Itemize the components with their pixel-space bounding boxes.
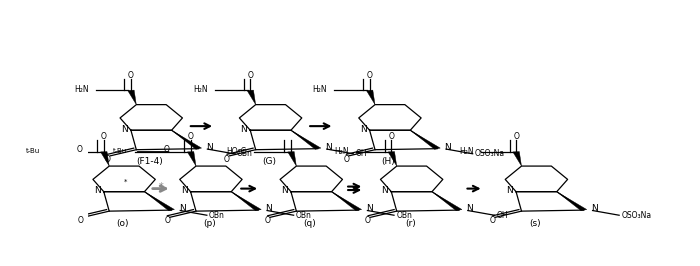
Text: N: N bbox=[360, 125, 367, 134]
Text: HO₂C: HO₂C bbox=[226, 147, 246, 156]
Text: O: O bbox=[104, 155, 111, 164]
Text: N: N bbox=[325, 143, 332, 152]
Text: N: N bbox=[366, 204, 372, 213]
Text: O: O bbox=[101, 132, 106, 141]
Text: (q): (q) bbox=[304, 219, 316, 228]
Text: N: N bbox=[444, 143, 452, 152]
Polygon shape bbox=[231, 192, 261, 211]
Polygon shape bbox=[188, 152, 196, 166]
Text: N: N bbox=[506, 186, 513, 195]
Text: OSO₃Na: OSO₃Na bbox=[475, 149, 505, 158]
Text: O: O bbox=[367, 71, 372, 80]
Polygon shape bbox=[247, 90, 256, 105]
Polygon shape bbox=[366, 90, 375, 105]
Text: O: O bbox=[365, 217, 371, 226]
Text: OBn: OBn bbox=[236, 149, 252, 158]
Text: N: N bbox=[178, 204, 186, 213]
Text: O: O bbox=[247, 71, 253, 80]
Text: O: O bbox=[128, 71, 134, 80]
Text: (H): (H) bbox=[382, 157, 395, 167]
Polygon shape bbox=[556, 192, 587, 211]
Text: t-Bu: t-Bu bbox=[26, 148, 41, 154]
Text: (G): (G) bbox=[262, 157, 276, 167]
Text: O: O bbox=[78, 217, 83, 226]
Text: N: N bbox=[466, 204, 473, 213]
Text: N: N bbox=[265, 204, 272, 213]
Polygon shape bbox=[432, 192, 462, 211]
Text: N: N bbox=[121, 125, 128, 134]
Text: H₂N: H₂N bbox=[459, 147, 474, 156]
Polygon shape bbox=[144, 192, 174, 211]
Text: t-Bu: t-Bu bbox=[113, 148, 127, 154]
Text: N: N bbox=[240, 125, 247, 134]
Polygon shape bbox=[101, 152, 109, 166]
Text: OBn: OBn bbox=[209, 211, 225, 220]
Text: H₂N: H₂N bbox=[313, 85, 328, 94]
Text: O: O bbox=[513, 132, 519, 141]
Text: (o): (o) bbox=[116, 219, 129, 228]
Text: *: * bbox=[159, 182, 163, 192]
Polygon shape bbox=[513, 152, 522, 166]
Text: N: N bbox=[382, 186, 388, 195]
Polygon shape bbox=[388, 152, 397, 166]
Polygon shape bbox=[291, 130, 321, 149]
Polygon shape bbox=[288, 152, 296, 166]
Text: N: N bbox=[591, 204, 598, 213]
Text: *: * bbox=[124, 178, 127, 184]
Text: N: N bbox=[281, 186, 288, 195]
Polygon shape bbox=[127, 90, 136, 105]
Text: (F1-4): (F1-4) bbox=[136, 157, 163, 167]
Text: (p): (p) bbox=[203, 219, 216, 228]
Text: N: N bbox=[206, 143, 213, 152]
Text: H₂N: H₂N bbox=[193, 85, 208, 94]
Text: O: O bbox=[265, 217, 270, 226]
Text: O: O bbox=[188, 132, 193, 141]
Text: H₂N: H₂N bbox=[335, 147, 349, 156]
Text: O: O bbox=[490, 217, 496, 226]
Text: O: O bbox=[224, 155, 230, 164]
Text: H₂N: H₂N bbox=[74, 85, 89, 94]
Text: O: O bbox=[163, 145, 169, 153]
Text: O: O bbox=[164, 217, 170, 226]
Text: (r): (r) bbox=[405, 219, 416, 228]
Text: O: O bbox=[343, 155, 349, 164]
Text: N: N bbox=[181, 186, 188, 195]
Text: (s): (s) bbox=[529, 219, 541, 228]
Polygon shape bbox=[332, 192, 362, 211]
Text: O: O bbox=[76, 145, 83, 153]
Text: N: N bbox=[94, 186, 101, 195]
Polygon shape bbox=[410, 130, 440, 149]
Text: OH: OH bbox=[496, 211, 508, 220]
Text: OH: OH bbox=[356, 149, 367, 158]
Text: OBn: OBn bbox=[296, 211, 312, 220]
Polygon shape bbox=[172, 130, 202, 149]
Text: O: O bbox=[389, 132, 394, 141]
Text: OSO₃Na: OSO₃Na bbox=[622, 211, 652, 220]
Text: OBn: OBn bbox=[396, 211, 412, 220]
